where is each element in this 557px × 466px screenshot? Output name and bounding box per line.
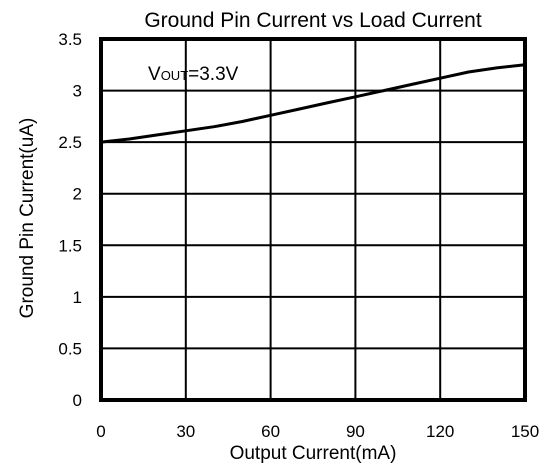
- grid: [101, 39, 525, 400]
- y-tick-label: 3: [73, 82, 82, 101]
- data-lines: [100, 63, 526, 144]
- y-tick-label: 2: [73, 185, 82, 204]
- y-tick-label: 1: [73, 288, 82, 307]
- plot-frame: [99, 37, 527, 402]
- series-line-0: [100, 63, 526, 144]
- y-tick-label: 0: [73, 391, 82, 410]
- y-axis-label: Ground Pin Current(uA): [17, 118, 38, 319]
- x-tick-label: 120: [426, 422, 454, 441]
- y-tick-label: 1.5: [58, 236, 82, 255]
- x-axis-label: Output Current(mA): [230, 443, 397, 464]
- x-tick-label: 90: [346, 422, 365, 441]
- x-tick-labels: 0 30 60 90 120 150: [96, 422, 539, 441]
- vout-annotation-main: V: [148, 64, 161, 85]
- y-tick-label: 2.5: [58, 133, 82, 152]
- y-tick-label: 3.5: [58, 30, 82, 49]
- x-tick-label: 0: [96, 422, 105, 441]
- x-tick-label: 60: [261, 422, 280, 441]
- y-tick-label: 0.5: [58, 339, 82, 358]
- vout-annotation-subscript: OUT: [161, 68, 189, 83]
- x-tick-label: 150: [511, 422, 539, 441]
- vout-annotation-suffix: =3.3V: [188, 64, 239, 85]
- chart-title: Ground Pin Current vs Load Current: [144, 9, 481, 32]
- x-tick-label: 30: [176, 422, 195, 441]
- vout-annotation: VOUT=3.3V: [148, 64, 239, 85]
- y-tick-labels: 0 0.5 1 1.5 2 2.5 3 3.5: [58, 30, 82, 410]
